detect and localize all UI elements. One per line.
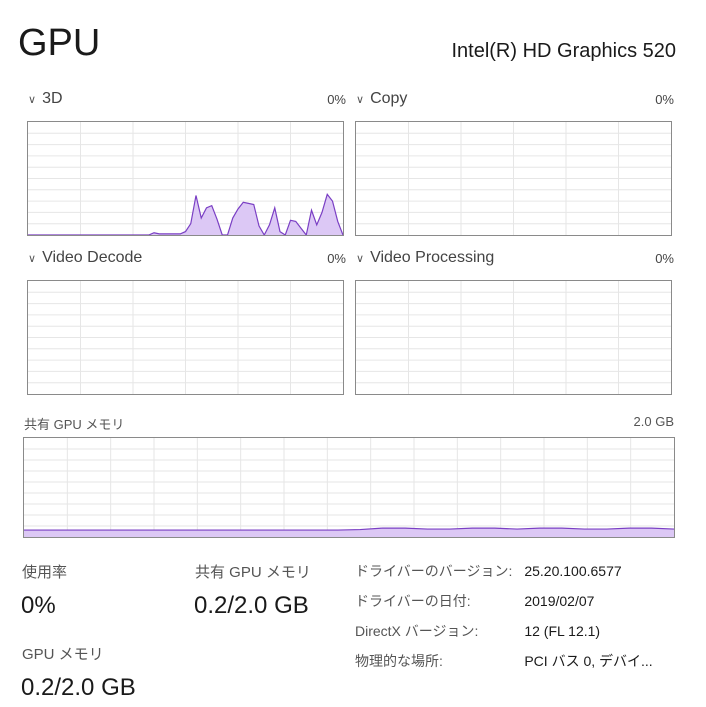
engine-label: Copy [370, 90, 408, 107]
engine-selector-3d[interactable]: ∨ 3D [28, 90, 63, 108]
shared-memory-graph-label: 共有 GPU メモリ [24, 417, 125, 432]
engine-label: 3D [42, 90, 63, 107]
usage-line [24, 527, 674, 531]
adapter-name: Intel(R) HD Graphics 520 [451, 40, 676, 62]
chevron-down-icon: ∨ [28, 253, 37, 265]
detail-value: 25.20.100.6577 [524, 563, 622, 579]
graph-shared-memory-svg [24, 438, 674, 537]
engine-selector-video-processing[interactable]: ∨ Video Processing [356, 249, 494, 267]
graph-video-decode-svg [28, 281, 343, 394]
chevron-down-icon: ∨ [356, 94, 365, 106]
detail-value: 2019/02/07 [524, 593, 595, 609]
usage-value: 0% [21, 592, 56, 619]
graph-copy [355, 121, 672, 236]
graph-video-processing-svg [356, 281, 671, 394]
chevron-down-icon: ∨ [356, 253, 365, 265]
graph-copy-svg [356, 122, 671, 235]
chevron-down-icon: ∨ [28, 94, 37, 106]
graph-video-processing [355, 280, 672, 395]
graph-3d-svg [28, 122, 343, 235]
engine-value: 0% [655, 92, 674, 107]
engine-value: 0% [327, 251, 346, 266]
detail-value: PCI バス 0, デバイ... [524, 653, 653, 669]
graph-3d [27, 121, 344, 236]
graph-shared-memory [23, 437, 675, 538]
graph-video-decode [27, 280, 344, 395]
shared-memory-label: 共有 GPU メモリ [195, 564, 311, 581]
detail-key: ドライバーのバージョン: [355, 563, 513, 579]
engine-label: Video Processing [370, 249, 495, 266]
engine-label: Video Decode [42, 249, 143, 266]
usage-area [28, 194, 343, 235]
shared-memory-value: 0.2/2.0 GB [194, 592, 309, 619]
gpu-memory-value: 0.2/2.0 GB [21, 674, 136, 701]
engine-selector-video-decode[interactable]: ∨ Video Decode [28, 249, 142, 267]
engine-value: 0% [655, 251, 674, 266]
detail-key: 物理的な場所: [355, 653, 443, 669]
detail-key: ドライバーの日付: [355, 593, 471, 609]
usage-line [28, 193, 343, 235]
details-table: ドライバーのバージョン: 25.20.100.6577 ドライバーの日付: 2019… [355, 562, 653, 670]
shared-memory-graph-max: 2.0 GB [633, 414, 674, 429]
detail-value: 12 (FL 12.1) [524, 623, 601, 639]
engine-value: 0% [327, 92, 346, 107]
usage-label: 使用率 [22, 564, 68, 581]
gpu-memory-label: GPU メモリ [22, 646, 104, 663]
detail-key: DirectX バージョン: [355, 623, 479, 639]
engine-selector-copy[interactable]: ∨ Copy [356, 90, 407, 108]
page-title: GPU [18, 22, 101, 64]
